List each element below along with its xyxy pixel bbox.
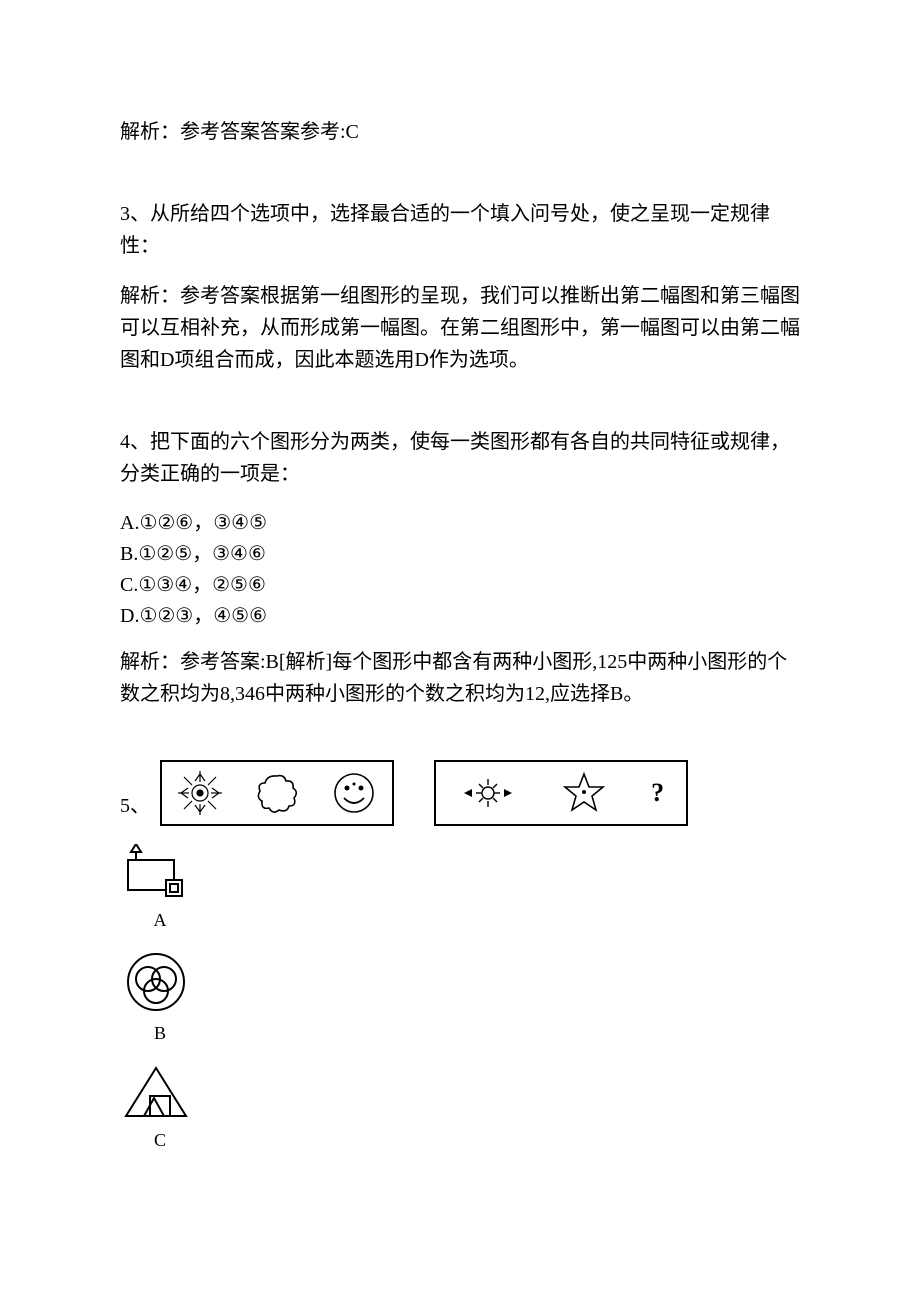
answer-c-label: C [120,1126,200,1155]
q5-number: 5、 [120,790,150,826]
sun-arrows-icon [458,771,518,815]
answer-b-icon [120,949,192,1015]
q5-left-group [160,760,394,826]
q3-analysis: 解析：参考答案根据第一组图形的呈现，我们可以推断出第二幅图和第三幅图可以互相补充… [120,280,800,376]
page-content: 解析：参考答案答案参考:C 3、从所给四个选项中，选择最合适的一个填入问号处，使… [0,0,920,1264]
question-4-block: 4、把下面的六个图形分为两类，使每一类图形都有各自的共同特征或规律，分类正确的一… [120,426,800,710]
q4-option-b: B.①②⑤，③④⑥ [120,539,800,570]
q4-analysis: 解析：参考答案:B[解析]每个图形中都含有两种小图形,125中两种小图形的个数之… [120,646,800,710]
question-2-block: 解析：参考答案答案参考:C [120,116,800,148]
answer-a-icon [120,844,192,902]
q3-text: 3、从所给四个选项中，选择最合适的一个填入问号处，使之呈现一定规律性： [120,198,800,262]
smiley-icon [329,768,379,818]
answer-a-label: A [120,906,200,935]
q5-row: 5、 [120,760,800,826]
sunburst-icon [175,768,225,818]
q4-text: 4、把下面的六个图形分为两类，使每一类图形都有各自的共同特征或规律，分类正确的一… [120,426,800,490]
q5-answer-c: C [120,1062,200,1155]
question-3-block: 3、从所给四个选项中，选择最合适的一个填入问号处，使之呈现一定规律性： 解析：参… [120,198,800,376]
q5-answer-b: B [120,949,200,1048]
q4-option-a: A.①②⑥，③④⑤ [120,508,800,539]
q4-option-c: C.①③④，②⑤⑥ [120,570,800,601]
question-mark: ? [651,772,664,814]
answer-c-icon [120,1062,192,1122]
q4-option-d: D.①②③，④⑤⑥ [120,601,800,632]
q2-analysis: 解析：参考答案答案参考:C [120,116,800,148]
answer-b-label: B [120,1019,200,1048]
q5-answer-a: A [120,844,200,935]
q5-answers: A B [120,844,800,1154]
star-outline-icon [561,770,607,816]
q5-right-group: ? [434,760,688,826]
cloud-outline-icon [252,768,302,818]
question-5-block: 5、 [120,760,800,1154]
q4-options: A.①②⑥，③④⑤ B.①②⑤，③④⑥ C.①③④，②⑤⑥ D.①②③，④⑤⑥ [120,508,800,632]
